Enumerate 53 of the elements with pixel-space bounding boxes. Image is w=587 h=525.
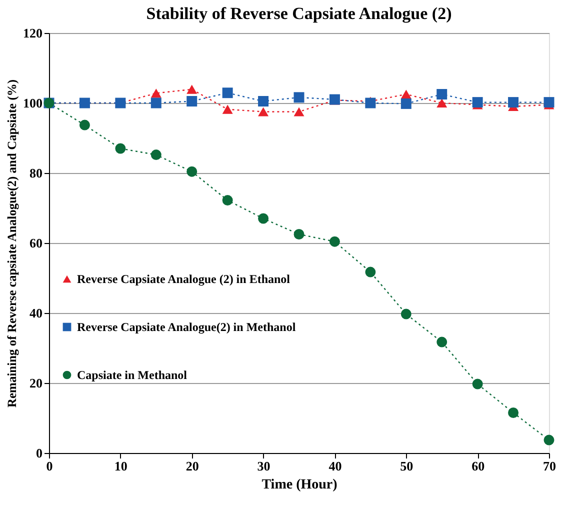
legend-label: Capsiate in Methanol [77, 368, 188, 382]
point [150, 88, 162, 98]
y-tick-label: 80 [30, 166, 42, 180]
point [294, 229, 304, 240]
y-tick-label: 120 [23, 26, 42, 40]
y-tick-label: 60 [30, 236, 42, 250]
point [186, 84, 198, 94]
point [544, 97, 554, 108]
point [258, 96, 269, 106]
point [436, 336, 448, 348]
x-tick-label: 40 [328, 458, 342, 474]
legend-label: Reverse Capsiate Analogue(2) in Methanol [77, 320, 296, 334]
point [222, 88, 233, 98]
x-tick-label: 10 [114, 458, 128, 474]
y-tick-label: 40 [30, 306, 42, 320]
point [436, 89, 448, 100]
x-tick-label: 50 [400, 458, 414, 474]
point [150, 98, 162, 108]
point [222, 195, 233, 206]
x-tick-label: 30 [257, 458, 270, 474]
point [150, 150, 162, 160]
point [79, 120, 90, 130]
point [222, 104, 233, 114]
point [365, 98, 376, 108]
point [186, 96, 198, 106]
y-tick-label: 100 [23, 96, 42, 110]
point [544, 434, 554, 446]
point [329, 236, 340, 247]
y-tick-label: 20 [30, 376, 42, 390]
x-tick-label: 70 [543, 458, 556, 474]
point [436, 98, 448, 108]
point [508, 97, 519, 108]
point [400, 98, 412, 109]
x-tick-label: 60 [472, 458, 485, 474]
point [400, 90, 412, 99]
y-axis-title: Remaining of Reverse capsiate Analogue(2) and Capsiate (%) [5, 79, 19, 408]
x-axis-title: Time (Hour) [262, 478, 338, 492]
point [115, 143, 126, 154]
chart-title: Stability of Reverse Capsiate Analogue (2) [146, 4, 452, 23]
x-tick-label: 0 [46, 458, 53, 474]
point [472, 378, 483, 390]
point [258, 213, 269, 224]
point [294, 92, 304, 103]
point [258, 107, 269, 116]
point [186, 166, 198, 177]
point [508, 408, 519, 418]
point [294, 107, 304, 116]
point [472, 97, 483, 108]
point [365, 266, 376, 278]
x-tick-label: 20 [186, 458, 199, 474]
legend-label: Reverse Capsiate Analogue (2) in Ethanol [77, 272, 291, 286]
y-tick-label: 0 [36, 446, 42, 460]
point [400, 308, 412, 320]
